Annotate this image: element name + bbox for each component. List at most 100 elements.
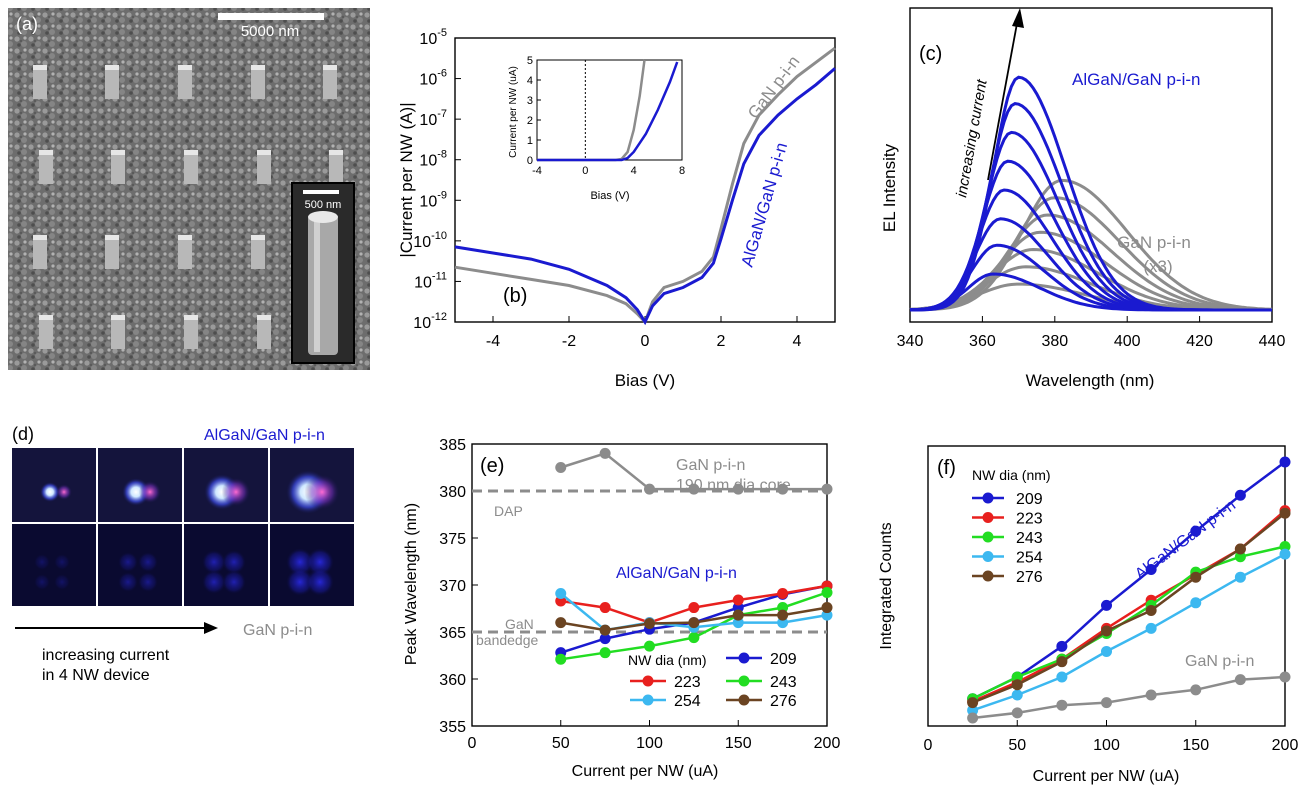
plot-frame-c — [909, 7, 1273, 323]
data-point-f — [1011, 671, 1023, 683]
data-point-f — [1279, 540, 1291, 552]
legend-marker-f — [982, 551, 994, 562]
nanowire-top — [178, 235, 192, 240]
x-axis-label-c: Wavelength (nm) — [1026, 371, 1155, 390]
emission-spot-gan — [118, 572, 138, 592]
legend-label-e: 254 — [674, 693, 701, 710]
x-axis-label-b: Bias (V) — [615, 371, 675, 390]
nanowire-pillar — [251, 65, 265, 99]
series-line-f — [972, 460, 1286, 700]
emission-spot-gan — [138, 552, 158, 572]
data-point-e — [821, 587, 833, 599]
emission-spot-gan — [202, 570, 226, 594]
nanowire-pillar — [323, 65, 337, 99]
legend-title-f: NW dia (nm) — [972, 467, 1051, 483]
panel-b: -4 -2 0 2 410-1210-1110-1010-910-810-710-610… — [397, 27, 836, 390]
plot-frame-f — [927, 445, 1286, 727]
data-point-e — [599, 602, 611, 614]
data-point-e — [688, 617, 700, 629]
nanowire-pillar — [178, 65, 192, 99]
x-tick-label-c: 360 — [969, 333, 996, 350]
emission-spot-gan — [118, 552, 138, 572]
inset-x-tick: 8 — [679, 165, 685, 177]
data-point-f — [1101, 645, 1112, 657]
emission-spot-gan — [286, 548, 314, 576]
iv-curve-algan — [454, 67, 836, 326]
nanowire-top — [329, 150, 343, 155]
nanowire-pillar — [105, 65, 119, 99]
panel-label-b: (b) — [503, 285, 527, 307]
data-point-f — [1145, 604, 1157, 616]
scale-bar-label: 5000 nm — [241, 23, 299, 40]
data-point-e — [688, 632, 700, 644]
x-tick-label-e: 100 — [636, 735, 663, 752]
panel-d: (d) AlGaN/GaN p-i-n GaN p-i-n increasing… — [12, 424, 354, 684]
data-point-f — [1101, 599, 1112, 611]
legend-marker-f — [982, 512, 994, 523]
emission-spot-gan — [138, 572, 158, 592]
data-point-e — [599, 447, 611, 459]
nanowire-top — [184, 315, 198, 320]
series-e — [472, 447, 833, 665]
spectrum-gan — [910, 196, 1273, 312]
inset-x-tick: -4 — [532, 165, 542, 177]
label-core-e: 190 nm dia core — [676, 477, 791, 494]
y-axis-label-e: Peak Wavelength (nm) — [403, 503, 420, 665]
ticks-c: 340 360 380 400 420 440 — [897, 316, 1285, 350]
data-point-f — [967, 697, 979, 709]
data-point-e — [599, 633, 611, 645]
data-point-e — [777, 609, 789, 621]
data-point-f — [1056, 699, 1068, 711]
nanowire-pillar — [251, 235, 265, 269]
legend-marker-e — [642, 675, 654, 687]
data-point-f — [1190, 571, 1202, 583]
inset-nanowire-top — [308, 211, 338, 223]
emission-spot — [56, 484, 72, 500]
x-tick-label-f: 0 — [924, 737, 933, 754]
panel-f: 0 50 100 150 200 (f) AlGaN/GaN p-i-n GaN p-i… — [878, 445, 1298, 785]
data-point-e — [688, 602, 700, 614]
ticks-f: 0 50 100 150 200 — [924, 720, 1298, 754]
data-point-e — [644, 483, 655, 495]
panel-label-f: (f) — [937, 457, 956, 479]
emission-spot — [40, 482, 60, 502]
legend-marker-e — [642, 694, 654, 706]
emission-spot-gan — [286, 568, 314, 596]
data-point-e — [688, 483, 700, 495]
panel-label-d: (d) — [12, 424, 34, 444]
x-tick-label-b: 2 — [717, 333, 726, 350]
label-gan-f: GaN p-i-n — [1185, 653, 1254, 670]
nanowire-pillar — [257, 150, 271, 184]
legend-marker-e — [738, 652, 750, 664]
label-gan-bandedge-2: bandedge — [476, 632, 539, 648]
data-point-e — [777, 617, 789, 629]
legend-marker-f — [982, 531, 994, 543]
caption-line-1: increasing current — [42, 647, 170, 664]
nanowire-top — [33, 65, 47, 70]
label-algan-d: AlGaN/GaN p-i-n — [204, 427, 325, 444]
y-tick-label-b: 10-10 — [413, 230, 447, 251]
data-point-f — [1011, 689, 1023, 701]
data-point-e — [599, 624, 611, 636]
emission-spot — [304, 474, 340, 510]
data-point-e — [821, 609, 833, 621]
legend-marker-f — [982, 570, 994, 582]
data-point-f — [1145, 564, 1157, 576]
x-tick-label-c: 340 — [897, 333, 924, 350]
nanowire-top — [323, 65, 337, 70]
data-point-e — [777, 483, 789, 495]
data-point-e — [555, 587, 567, 599]
legend-label-e: 276 — [770, 693, 797, 710]
emission-tile-gan — [12, 524, 96, 606]
data-point-e — [821, 483, 833, 495]
nanowire-top — [111, 315, 125, 320]
data-point-f — [1190, 684, 1202, 696]
emission-spot-gan — [222, 570, 246, 594]
label-gan-e: GaN p-i-n — [676, 457, 745, 474]
legend-label-f: 223 — [1016, 511, 1043, 528]
nanowire-top — [251, 65, 265, 70]
data-point-f — [967, 712, 979, 724]
data-point-f — [1234, 551, 1246, 563]
emission-spot-gan — [54, 574, 70, 590]
